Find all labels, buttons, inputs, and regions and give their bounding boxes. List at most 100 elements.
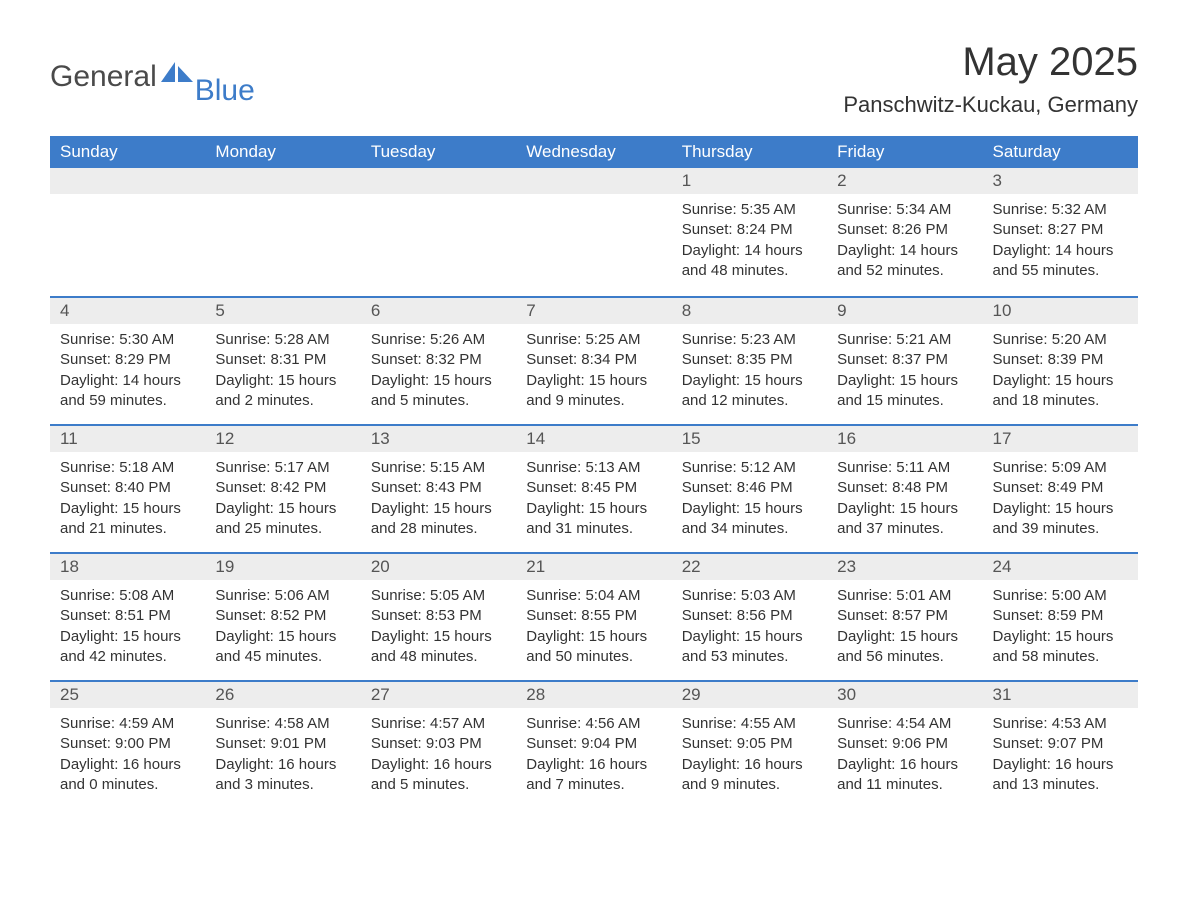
sunrise-text: Sunrise: 5:28 AM — [215, 330, 350, 350]
day-details: Sunrise: 5:30 AMSunset: 8:29 PMDaylight:… — [50, 324, 205, 421]
day-number: 11 — [50, 426, 205, 452]
daylight-text: Daylight: 15 hours and 58 minutes. — [993, 627, 1128, 668]
day-number-row: 9 — [827, 296, 982, 324]
daylight-text: Daylight: 15 hours and 2 minutes. — [215, 371, 350, 412]
sunrise-text: Sunrise: 5:26 AM — [371, 330, 506, 350]
sunrise-text: Sunrise: 5:00 AM — [993, 586, 1128, 606]
sunrise-text: Sunrise: 5:18 AM — [60, 458, 195, 478]
day-number-row: 8 — [672, 296, 827, 324]
weekday-header: Friday — [827, 136, 982, 168]
day-number: 29 — [672, 682, 827, 708]
sunrise-text: Sunrise: 5:20 AM — [993, 330, 1128, 350]
day-details: Sunrise: 5:17 AMSunset: 8:42 PMDaylight:… — [205, 452, 360, 549]
day-number — [50, 168, 205, 194]
day-number: 22 — [672, 554, 827, 580]
daylight-text: Daylight: 15 hours and 42 minutes. — [60, 627, 195, 668]
day-number: 19 — [205, 554, 360, 580]
day-number-row: 7 — [516, 296, 671, 324]
calendar-cell: 8Sunrise: 5:23 AMSunset: 8:35 PMDaylight… — [672, 296, 827, 424]
day-details: Sunrise: 5:21 AMSunset: 8:37 PMDaylight:… — [827, 324, 982, 421]
calendar-cell-empty — [361, 168, 516, 296]
daylight-text: Daylight: 15 hours and 18 minutes. — [993, 371, 1128, 412]
location-label: Panschwitz-Kuckau, Germany — [843, 92, 1138, 118]
day-number — [205, 168, 360, 194]
calendar-cell: 1Sunrise: 5:35 AMSunset: 8:24 PMDaylight… — [672, 168, 827, 296]
sunset-text: Sunset: 8:26 PM — [837, 220, 972, 240]
day-details: Sunrise: 4:53 AMSunset: 9:07 PMDaylight:… — [983, 708, 1138, 805]
sunset-text: Sunset: 8:59 PM — [993, 606, 1128, 626]
day-number: 28 — [516, 682, 671, 708]
daylight-text: Daylight: 16 hours and 13 minutes. — [993, 755, 1128, 796]
daylight-text: Daylight: 15 hours and 25 minutes. — [215, 499, 350, 540]
weekday-header: Monday — [205, 136, 360, 168]
header: General Blue May 2025 Panschwitz-Kuckau,… — [50, 40, 1138, 118]
weekday-header: Thursday — [672, 136, 827, 168]
sunrise-text: Sunrise: 5:11 AM — [837, 458, 972, 478]
day-number-row — [205, 168, 360, 194]
sunset-text: Sunset: 8:37 PM — [837, 350, 972, 370]
weekday-header: Wednesday — [516, 136, 671, 168]
daylight-text: Daylight: 15 hours and 56 minutes. — [837, 627, 972, 668]
calendar-cell-empty — [516, 168, 671, 296]
daylight-text: Daylight: 16 hours and 9 minutes. — [682, 755, 817, 796]
day-number-row: 15 — [672, 424, 827, 452]
day-number-row: 29 — [672, 680, 827, 708]
daylight-text: Daylight: 15 hours and 50 minutes. — [526, 627, 661, 668]
calendar-cell: 25Sunrise: 4:59 AMSunset: 9:00 PMDayligh… — [50, 680, 205, 808]
day-details: Sunrise: 5:00 AMSunset: 8:59 PMDaylight:… — [983, 580, 1138, 677]
sunset-text: Sunset: 9:06 PM — [837, 734, 972, 754]
calendar-cell: 15Sunrise: 5:12 AMSunset: 8:46 PMDayligh… — [672, 424, 827, 552]
day-number: 3 — [983, 168, 1138, 194]
day-details: Sunrise: 5:26 AMSunset: 8:32 PMDaylight:… — [361, 324, 516, 421]
day-number: 23 — [827, 554, 982, 580]
calendar-week-row: 1Sunrise: 5:35 AMSunset: 8:24 PMDaylight… — [50, 168, 1138, 296]
daylight-text: Daylight: 15 hours and 15 minutes. — [837, 371, 972, 412]
day-number: 12 — [205, 426, 360, 452]
day-details: Sunrise: 5:28 AMSunset: 8:31 PMDaylight:… — [205, 324, 360, 421]
calendar-cell-empty — [205, 168, 360, 296]
sunset-text: Sunset: 8:46 PM — [682, 478, 817, 498]
day-details: Sunrise: 5:09 AMSunset: 8:49 PMDaylight:… — [983, 452, 1138, 549]
day-number-row: 11 — [50, 424, 205, 452]
day-number — [516, 168, 671, 194]
day-details — [50, 194, 205, 210]
sunset-text: Sunset: 8:32 PM — [371, 350, 506, 370]
sunrise-text: Sunrise: 4:57 AM — [371, 714, 506, 734]
day-number: 13 — [361, 426, 516, 452]
day-number-row: 13 — [361, 424, 516, 452]
sunset-text: Sunset: 9:01 PM — [215, 734, 350, 754]
calendar-cell: 20Sunrise: 5:05 AMSunset: 8:53 PMDayligh… — [361, 552, 516, 680]
weekday-header-row: SundayMondayTuesdayWednesdayThursdayFrid… — [50, 136, 1138, 168]
calendar-cell: 14Sunrise: 5:13 AMSunset: 8:45 PMDayligh… — [516, 424, 671, 552]
sunrise-text: Sunrise: 5:03 AM — [682, 586, 817, 606]
sunset-text: Sunset: 8:34 PM — [526, 350, 661, 370]
calendar-cell: 5Sunrise: 5:28 AMSunset: 8:31 PMDaylight… — [205, 296, 360, 424]
daylight-text: Daylight: 15 hours and 5 minutes. — [371, 371, 506, 412]
calendar-cell: 17Sunrise: 5:09 AMSunset: 8:49 PMDayligh… — [983, 424, 1138, 552]
sunset-text: Sunset: 8:55 PM — [526, 606, 661, 626]
calendar-cell-empty — [50, 168, 205, 296]
day-number-row: 16 — [827, 424, 982, 452]
day-number: 8 — [672, 298, 827, 324]
calendar-cell: 10Sunrise: 5:20 AMSunset: 8:39 PMDayligh… — [983, 296, 1138, 424]
sunset-text: Sunset: 8:52 PM — [215, 606, 350, 626]
calendar-cell: 24Sunrise: 5:00 AMSunset: 8:59 PMDayligh… — [983, 552, 1138, 680]
day-number: 26 — [205, 682, 360, 708]
weekday-header: Sunday — [50, 136, 205, 168]
sunset-text: Sunset: 9:05 PM — [682, 734, 817, 754]
day-number: 2 — [827, 168, 982, 194]
day-details: Sunrise: 5:18 AMSunset: 8:40 PMDaylight:… — [50, 452, 205, 549]
sunrise-text: Sunrise: 5:23 AM — [682, 330, 817, 350]
sunset-text: Sunset: 8:27 PM — [993, 220, 1128, 240]
sunset-text: Sunset: 8:45 PM — [526, 478, 661, 498]
sunrise-text: Sunrise: 5:01 AM — [837, 586, 972, 606]
calendar-cell: 31Sunrise: 4:53 AMSunset: 9:07 PMDayligh… — [983, 680, 1138, 808]
day-number-row: 26 — [205, 680, 360, 708]
sunrise-text: Sunrise: 4:56 AM — [526, 714, 661, 734]
day-number-row: 27 — [361, 680, 516, 708]
day-number-row: 25 — [50, 680, 205, 708]
daylight-text: Daylight: 14 hours and 52 minutes. — [837, 241, 972, 282]
brand-logo: General Blue — [50, 40, 255, 98]
day-details: Sunrise: 5:34 AMSunset: 8:26 PMDaylight:… — [827, 194, 982, 291]
daylight-text: Daylight: 15 hours and 34 minutes. — [682, 499, 817, 540]
